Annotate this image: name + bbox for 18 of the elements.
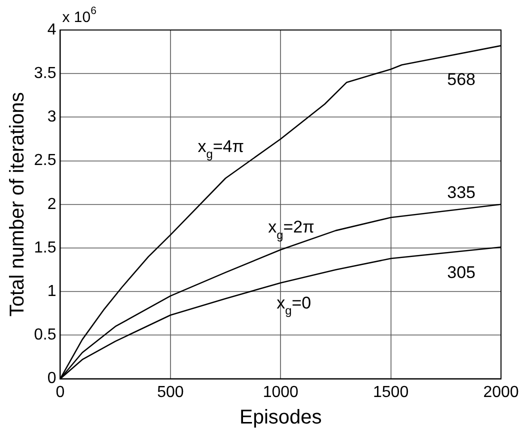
x-tick-label: 500 (157, 384, 184, 401)
y-tick-label: 0.5 (34, 326, 56, 344)
y-tick-label: 0 (47, 370, 56, 388)
y-tick-label: 4 (47, 21, 56, 38)
y-tick-label: 1.5 (34, 239, 56, 256)
y-tick-label: 3.5 (34, 65, 56, 82)
annotation: 305 (447, 262, 476, 282)
y-tick-label: 2 (47, 196, 56, 213)
x-tick-label: 1500 (373, 384, 409, 401)
x-tick-label: 1000 (262, 384, 299, 401)
y-tick-label: 3 (47, 108, 56, 126)
x-tick-label: 2000 (483, 384, 519, 401)
annotation: 568 (447, 70, 476, 90)
annotation: 335 (447, 182, 476, 202)
y-axis-title: Total number of iterations (6, 92, 29, 317)
y-tick-label: 2.5 (34, 152, 56, 170)
x-axis-title: Episodes (239, 406, 322, 429)
y-tick-label: 1 (47, 283, 56, 300)
